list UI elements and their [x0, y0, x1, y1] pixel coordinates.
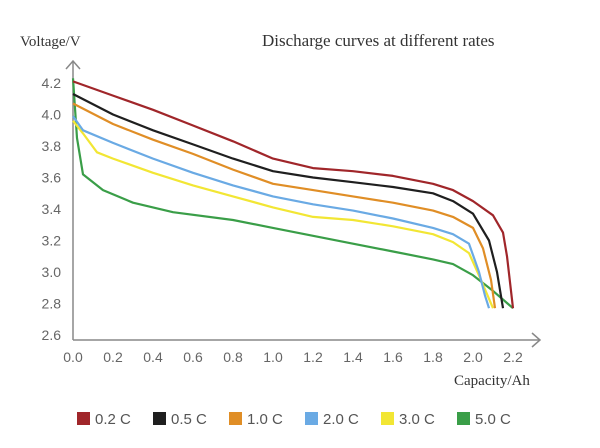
legend-swatch	[381, 412, 394, 425]
legend-label: 5.0 C	[475, 411, 511, 428]
series-line	[72, 80, 515, 309]
legend-swatch	[153, 412, 166, 425]
x-tick-label: 1.0	[263, 349, 283, 365]
legend-swatch	[229, 412, 242, 425]
legend-swatch	[77, 412, 90, 425]
legend-swatch	[457, 412, 470, 425]
x-tick-label: 0.2	[103, 349, 123, 365]
legend-label: 3.0 C	[399, 411, 435, 428]
legend-label: 0.5 C	[171, 411, 207, 428]
legend-item: 1.0 C	[229, 411, 283, 428]
y-tick-label: 4.0	[42, 107, 62, 123]
y-tick-label: 3.0	[42, 264, 62, 280]
y-tick-label: 3.4	[42, 201, 62, 217]
x-tick-label: 0.6	[183, 349, 203, 365]
x-tick-label: 0.0	[63, 349, 83, 365]
series-line	[72, 93, 505, 309]
x-tick-label: 1.4	[343, 349, 363, 365]
x-tick-label: 2.2	[503, 349, 523, 365]
y-tick-label: 3.8	[42, 138, 62, 154]
legend-label: 0.2 C	[95, 411, 131, 428]
y-tick-label: 4.2	[42, 75, 62, 91]
legend-item: 5.0 C	[457, 411, 511, 428]
x-tick-label: 1.2	[303, 349, 323, 365]
x-tick-label: 0.4	[143, 349, 163, 365]
legend-item: 0.2 C	[77, 411, 131, 428]
legend-item: 0.5 C	[153, 411, 207, 428]
series-line	[72, 120, 495, 309]
series-line	[72, 115, 491, 309]
legend-item: 2.0 C	[305, 411, 359, 428]
legend-label: 1.0 C	[247, 411, 283, 428]
x-tick-label: 0.8	[223, 349, 243, 365]
x-tick-label: 1.6	[383, 349, 403, 365]
series-line	[71, 78, 514, 310]
chart-title: Discharge curves at different rates	[262, 31, 495, 50]
y-tick-label: 2.8	[42, 296, 62, 312]
x-tick-label: 1.8	[423, 349, 443, 365]
series-line	[72, 102, 497, 309]
y-tick-label: 2.6	[42, 327, 62, 343]
y-axis-label: Voltage/V	[20, 34, 81, 50]
legend-label: 2.0 C	[323, 411, 359, 428]
x-axis-label: Capacity/Ah	[454, 373, 530, 389]
x-tick-label: 2.0	[463, 349, 483, 365]
legend-swatch	[305, 412, 318, 425]
legend-item: 3.0 C	[381, 411, 435, 428]
y-tick-label: 3.6	[42, 170, 62, 186]
y-axis-arrow-icon	[65, 59, 81, 70]
x-axis-arrow-icon	[531, 332, 542, 348]
y-tick-label: 3.2	[42, 233, 62, 249]
